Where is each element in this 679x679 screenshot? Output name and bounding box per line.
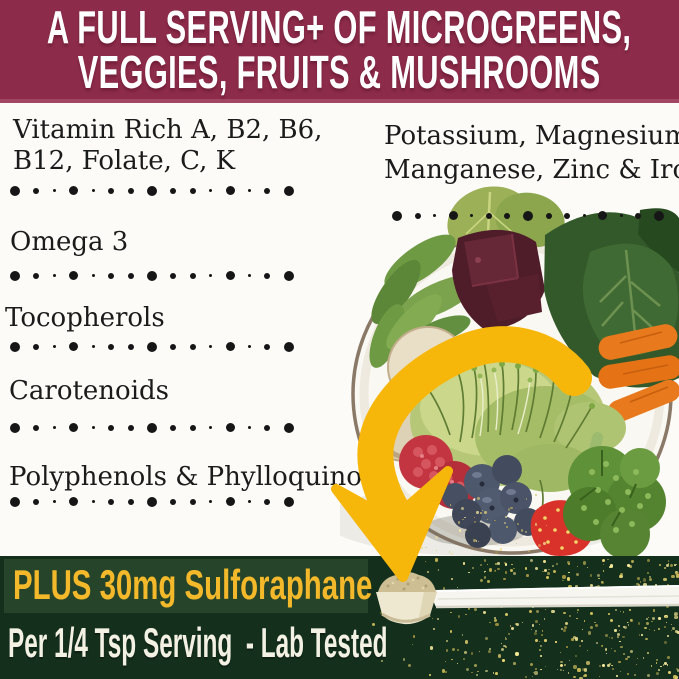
headline-line-1: A FULL SERVING+ OF MICROGREENS, [47, 0, 632, 53]
dots-separator [10, 184, 294, 197]
headline-line-2: VEGGIES, FRUITS & MUSHROOMS [78, 45, 601, 98]
beet-chunks [452, 229, 545, 330]
dots-separator [10, 269, 294, 282]
sulforaphane-text: PLUS 30mg Sulforaphane [13, 561, 373, 608]
nutrient-minerals: Potassium, Magnesium, Manganese, Zinc & … [384, 121, 679, 185]
headline-banner: A FULL SERVING+ OF MICROGREENS, VEGGIES,… [0, 0, 679, 103]
carrots [598, 324, 679, 423]
sulforaphane-banner: PLUS 30mg Sulforaphane Per 1/4 Tsp Servi… [0, 556, 679, 679]
measuring-spoon-image [376, 572, 679, 625]
serving-lab-tested-text: Per 1/4 Tsp Serving - Lab Tested [8, 619, 388, 666]
nutrient-vitamins: Vitamin Rich A, B2, B6, B12, Folate, C, … [13, 115, 323, 176]
sulforaphane-highlight-box [4, 559, 368, 613]
nutrient-carotenoids: Carotenoids [9, 376, 170, 406]
dots-separator [392, 209, 664, 222]
nutrient-omega3: Omega 3 [10, 227, 129, 257]
nutrient-polyphenols: Polyphenols & Phylloquinone [9, 462, 395, 492]
nutrient-tocopherols: Tocopherols [5, 303, 165, 333]
dots-separator [10, 495, 294, 508]
dots-separator [10, 340, 294, 353]
dots-separator [10, 421, 294, 434]
veggie-bowl-image [340, 186, 679, 556]
